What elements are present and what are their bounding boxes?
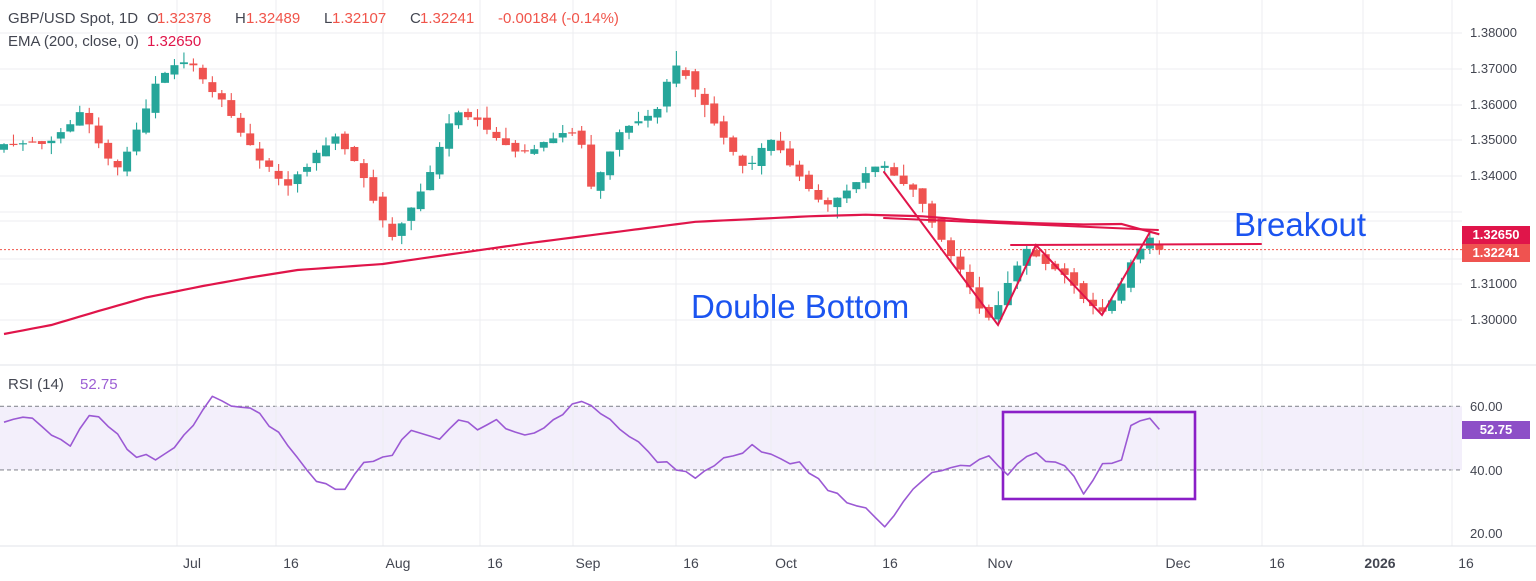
svg-text:1.32241: 1.32241 xyxy=(420,10,474,27)
svg-text:EMA (200, close, 0): EMA (200, close, 0) xyxy=(8,33,139,50)
svg-text:1.32241: 1.32241 xyxy=(1473,245,1520,260)
svg-text:16: 16 xyxy=(1458,555,1474,571)
svg-text:Aug: Aug xyxy=(386,555,411,571)
svg-text:1.32378: 1.32378 xyxy=(157,10,211,27)
svg-text:1.38000: 1.38000 xyxy=(1470,25,1517,40)
svg-text:-0.00184 (-0.14%): -0.00184 (-0.14%) xyxy=(498,10,619,27)
svg-text:H: H xyxy=(235,10,246,27)
svg-text:1.32650: 1.32650 xyxy=(147,33,201,50)
svg-text:16: 16 xyxy=(487,555,503,571)
svg-text:16: 16 xyxy=(882,555,898,571)
svg-text:1.35000: 1.35000 xyxy=(1470,132,1517,147)
svg-text:52.75: 52.75 xyxy=(1480,422,1513,437)
svg-text:1.32489: 1.32489 xyxy=(246,10,300,27)
svg-text:1.30000: 1.30000 xyxy=(1470,312,1517,327)
svg-text:1.34000: 1.34000 xyxy=(1470,168,1517,183)
svg-text:Sep: Sep xyxy=(576,555,601,571)
svg-text:2026: 2026 xyxy=(1364,555,1395,571)
svg-text:RSI (14): RSI (14) xyxy=(8,376,64,393)
svg-text:52.75: 52.75 xyxy=(80,376,118,393)
svg-text:60.00: 60.00 xyxy=(1470,399,1503,414)
svg-text:Breakout: Breakout xyxy=(1234,206,1366,243)
svg-text:16: 16 xyxy=(1269,555,1285,571)
svg-text:1.36000: 1.36000 xyxy=(1470,97,1517,112)
svg-text:40.00: 40.00 xyxy=(1470,463,1503,478)
svg-text:Nov: Nov xyxy=(988,555,1013,571)
svg-text:16: 16 xyxy=(683,555,699,571)
svg-text:1.32107: 1.32107 xyxy=(332,10,386,27)
svg-text:1.32650: 1.32650 xyxy=(1473,227,1520,242)
svg-text:Jul: Jul xyxy=(183,555,201,571)
svg-text:Double Bottom: Double Bottom xyxy=(691,288,909,325)
svg-text:Dec: Dec xyxy=(1166,555,1191,571)
svg-text:Oct: Oct xyxy=(775,555,797,571)
svg-text:1.31000: 1.31000 xyxy=(1470,276,1517,291)
svg-text:20.00: 20.00 xyxy=(1470,526,1503,541)
svg-text:GBP/USD Spot, 1D: GBP/USD Spot, 1D xyxy=(8,10,138,27)
svg-text:1.37000: 1.37000 xyxy=(1470,61,1517,76)
svg-text:16: 16 xyxy=(283,555,299,571)
